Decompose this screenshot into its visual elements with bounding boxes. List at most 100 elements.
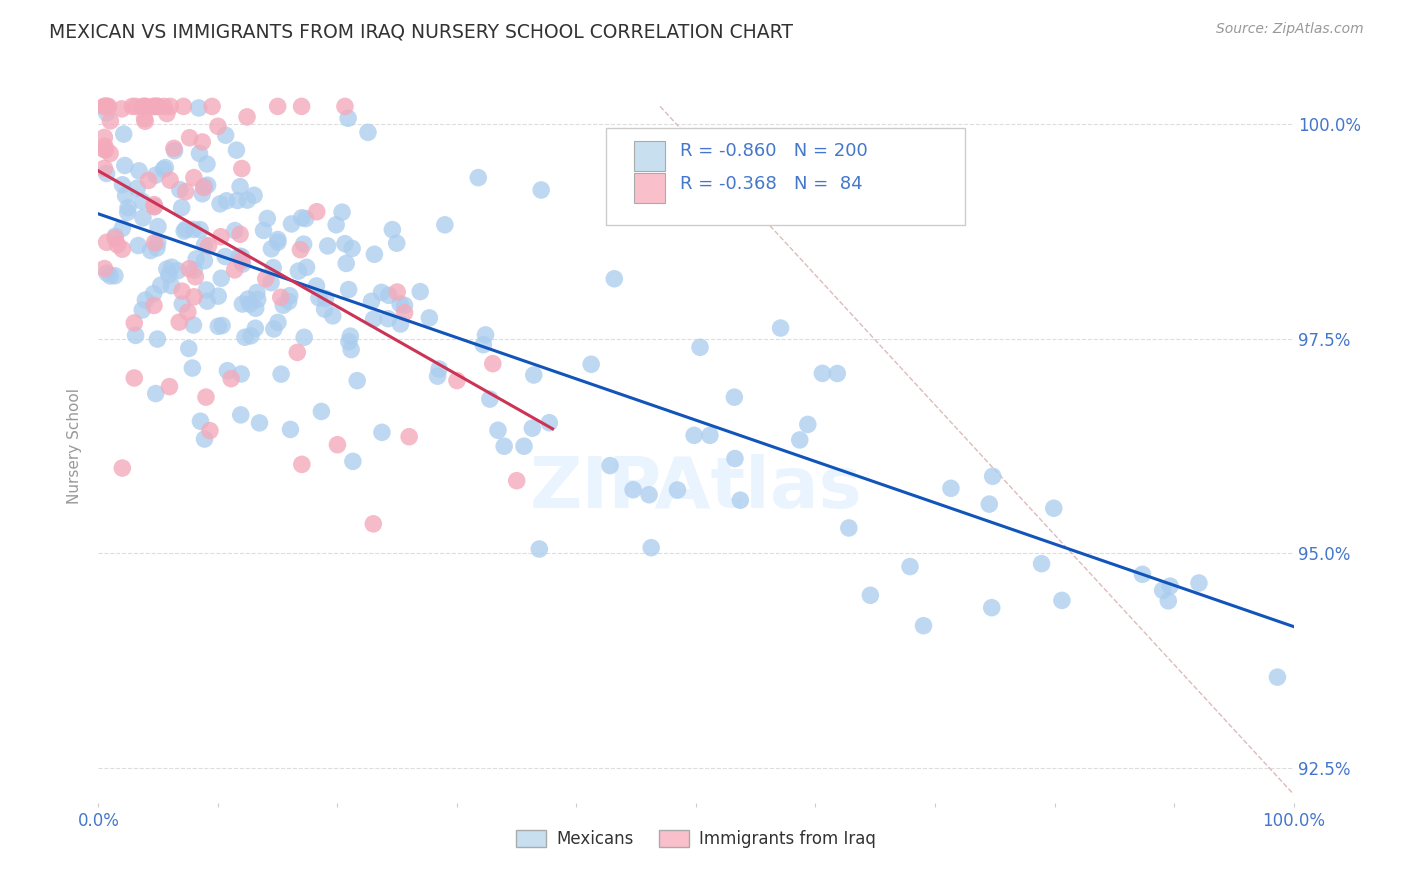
Point — [207, 120, 229, 134]
Point — [197, 239, 219, 253]
Point — [132, 99, 155, 113]
Point — [169, 183, 191, 197]
Point — [188, 146, 211, 161]
Point — [478, 392, 501, 406]
Point — [603, 272, 626, 286]
Point — [467, 170, 489, 185]
Point — [243, 188, 266, 202]
Point — [135, 100, 157, 114]
Point — [683, 428, 706, 442]
Point — [1188, 576, 1211, 591]
Point — [157, 268, 180, 282]
Point — [270, 367, 292, 381]
Point — [236, 193, 259, 207]
Point — [260, 276, 283, 290]
Point — [811, 367, 834, 381]
Point — [94, 99, 117, 113]
Point — [170, 201, 193, 215]
Point — [579, 357, 602, 371]
Point — [98, 114, 122, 128]
Point — [256, 211, 278, 226]
Point — [316, 239, 339, 253]
Point — [337, 283, 360, 297]
Point — [114, 159, 136, 173]
Point — [198, 424, 221, 438]
Point — [340, 241, 363, 255]
Point — [314, 302, 336, 317]
Point — [197, 178, 219, 193]
Point — [98, 146, 121, 161]
Point — [159, 173, 181, 187]
Point — [155, 161, 177, 175]
Point — [912, 618, 935, 632]
Point — [229, 408, 252, 422]
Point — [291, 99, 314, 113]
Point — [127, 181, 149, 195]
Point — [163, 141, 186, 155]
Point — [93, 99, 115, 113]
Point — [134, 293, 156, 307]
Point — [209, 197, 232, 211]
Point — [426, 369, 449, 384]
Point — [522, 421, 544, 435]
Point — [291, 211, 314, 225]
Point — [183, 222, 205, 236]
Point — [217, 364, 239, 378]
Point — [1132, 567, 1154, 582]
Point — [427, 362, 450, 376]
Point — [96, 106, 118, 120]
Point — [134, 99, 156, 113]
Point — [111, 221, 134, 235]
Point — [211, 318, 233, 333]
Point — [827, 367, 849, 381]
Point — [146, 332, 169, 346]
Point — [148, 99, 170, 113]
Point — [111, 242, 134, 256]
Point — [172, 99, 194, 113]
Point — [160, 278, 183, 293]
Point — [132, 211, 155, 225]
Point — [145, 99, 167, 113]
Point — [1042, 501, 1064, 516]
Point — [621, 483, 644, 497]
Point — [219, 372, 242, 386]
Point — [979, 497, 1001, 511]
Point — [292, 330, 315, 344]
Point — [134, 114, 156, 128]
Point — [94, 139, 117, 153]
Point — [290, 243, 312, 257]
Point — [104, 268, 127, 283]
Text: Source: ZipAtlas.com: Source: ZipAtlas.com — [1216, 22, 1364, 37]
Point — [287, 264, 309, 278]
Point — [797, 417, 820, 432]
Text: R = -0.860   N = 200: R = -0.860 N = 200 — [681, 143, 868, 161]
Point — [342, 454, 364, 468]
Point — [769, 321, 792, 335]
Point — [145, 168, 167, 182]
Point — [93, 99, 115, 113]
Point — [311, 404, 333, 418]
Point — [939, 481, 962, 495]
Point — [167, 263, 190, 277]
Point — [346, 374, 368, 388]
Point — [93, 161, 115, 176]
Point — [104, 229, 127, 244]
Point — [224, 224, 246, 238]
Point — [699, 428, 721, 442]
Point — [360, 294, 382, 309]
Point — [131, 194, 153, 208]
Point — [124, 371, 146, 385]
Point — [190, 414, 212, 428]
Point — [167, 315, 190, 329]
Point — [638, 488, 661, 502]
Point — [181, 361, 204, 376]
Point — [252, 223, 274, 237]
Point — [135, 99, 157, 113]
Point — [143, 235, 166, 250]
Point — [239, 297, 262, 311]
Point — [183, 263, 205, 277]
Point — [231, 250, 253, 264]
Point — [481, 357, 505, 371]
Point — [246, 293, 269, 307]
Point — [363, 516, 385, 531]
